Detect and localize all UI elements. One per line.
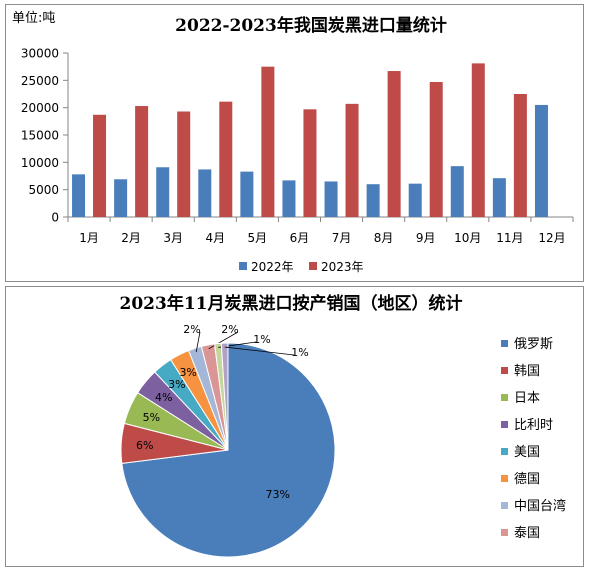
x-tick-label: 9月 [416,231,436,245]
bar-series2 [513,94,527,217]
legend-swatch [501,421,508,428]
bar-series1 [156,167,170,217]
y-tick-label: 25000 [21,74,59,88]
slice-label: 1% [291,346,308,359]
legend-swatch [501,340,508,347]
bar-chart-panel: 单位:吨 2022-2023年我国炭黑进口量统计 0 5000 10000 15000 20… [5,4,584,282]
bar-series2 [303,109,317,217]
y-tick-label: 0 [51,211,59,225]
legend-swatch [501,394,508,401]
bar-series2 [219,101,233,217]
x-tick-label: 6月 [290,231,310,245]
bar-series1 [114,179,128,217]
legend-swatch [309,262,317,270]
x-tick-label: 11月 [496,231,523,245]
slice-label: 3% [168,378,185,391]
leader-line [195,331,201,353]
slice-label: 73% [266,488,290,501]
x-tick-label: 3月 [163,231,183,245]
bar-series2 [261,66,275,217]
legend-label: 比利时 [514,418,553,433]
bar-series2 [177,111,191,217]
legend-label: 德国 [514,472,540,487]
slice-label: 6% [136,439,153,452]
x-tick-label: 7月 [332,231,352,245]
bar-series2 [471,63,485,218]
bar-series2 [387,71,401,217]
legend-swatch [501,367,508,374]
slice-label: 2% [183,323,200,336]
bar-series1 [240,171,254,217]
legend-label: 2022年 [251,260,294,274]
x-tick-label: 12月 [538,231,565,245]
slice-label: 3% [179,366,196,379]
pie-chart-panel: 2023年11月炭黑进口按产销国（地区）统计 73% 6% 5% 4% 3% 3% 2% 2% 1… [5,286,584,567]
x-tick-label: 10月 [454,231,481,245]
bar-series1 [408,183,422,217]
slice-label: 1% [253,333,270,346]
bar-series1 [324,181,338,217]
legend-swatch [501,448,508,455]
bar-series1 [492,178,506,217]
x-tick-label: 8月 [374,231,394,245]
bar-series1 [198,169,212,217]
bar-series1 [282,180,296,217]
bar-series1 [366,184,380,217]
bar-series1 [72,174,86,217]
legend-label: 2023年 [321,260,364,274]
legend-label: 日本 [514,391,540,406]
pie-slice [220,342,229,451]
legend-swatch [501,529,508,536]
x-tick-label: 5月 [248,231,268,245]
slice-label: 5% [143,411,160,424]
y-tick-label: 5000 [28,183,59,197]
leader-line [224,346,295,356]
legend-swatch [239,262,247,270]
y-tick-label: 15000 [21,129,59,143]
slice-label: 4% [155,391,172,404]
bar-series1 [534,104,548,217]
legend-label: 泰国 [514,526,540,541]
slice-label: 2% [221,323,238,336]
y-tick-label: 10000 [21,156,59,170]
y-tick-label: 30000 [21,47,59,61]
unit-label: 单位:吨 [12,11,55,26]
legend-label: 俄罗斯 [514,337,553,352]
legend-swatch [501,475,508,482]
bar-chart: 单位:吨 2022-2023年我国炭黑进口量统计 0 5000 10000 15000 20… [12,11,574,274]
bar-series1 [450,166,464,217]
leader-line [208,331,239,350]
legend-swatch [501,502,508,509]
chart-title: 2022-2023年我国炭黑进口量统计 [175,15,447,36]
bar-series2 [345,103,359,217]
bar-series2 [93,114,107,217]
legend-label: 中国台湾 [514,498,566,514]
legend-label: 美国 [514,445,540,460]
bar-series2 [135,106,149,217]
x-tick-label: 4月 [205,231,225,245]
y-tick-label: 20000 [21,101,59,115]
bar-series2 [429,81,443,218]
x-tick-label: 2月 [121,231,141,245]
legend-label: 韩国 [514,364,540,379]
x-tick-label: 1月 [79,231,99,245]
chart-title: 2023年11月炭黑进口按产销国（地区）统计 [120,293,463,314]
